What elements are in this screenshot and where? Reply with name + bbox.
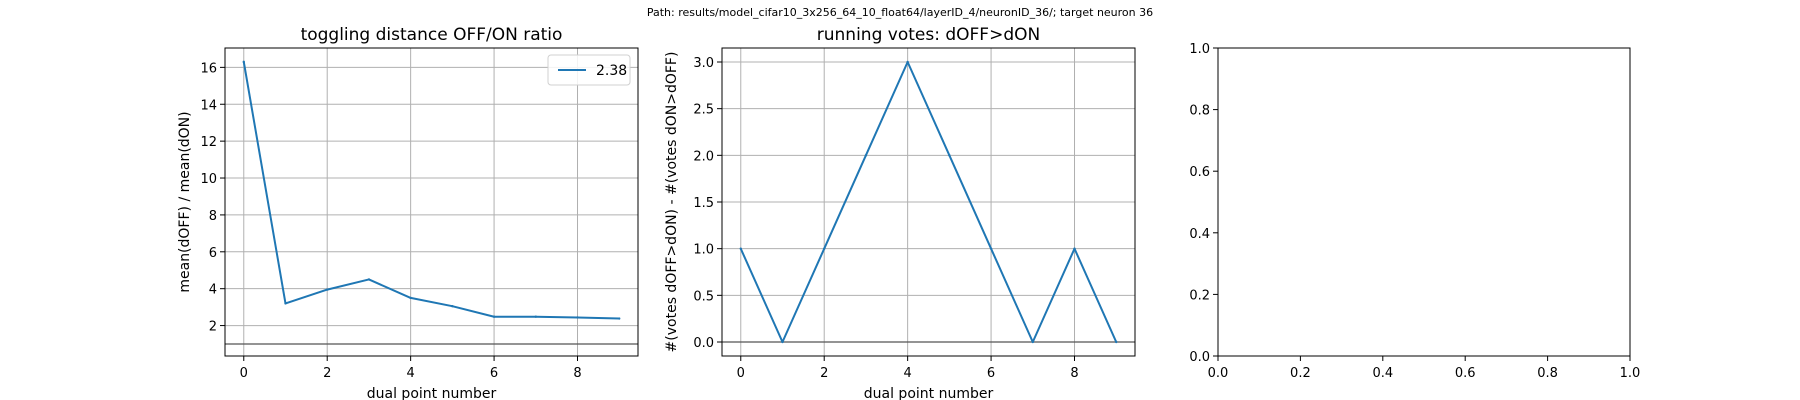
- y-tick-label: 2.0: [693, 149, 714, 164]
- y-tick-label: 1.5: [693, 196, 714, 211]
- y-tick-label: 1.0: [693, 243, 714, 258]
- x-tick-label: 6: [987, 366, 995, 381]
- y-tick-label: 0.5: [693, 289, 714, 304]
- x-tick-label: 0.6: [1455, 366, 1476, 381]
- data-point: [576, 316, 579, 319]
- y-axis-label: #(votes dOFF>dON) - #(votes dON>dOFF): [664, 52, 680, 353]
- x-tick-label: 0.8: [1537, 366, 1558, 381]
- y-tick-label: 12: [200, 135, 217, 150]
- y-tick-label: 0.4: [1189, 227, 1210, 242]
- series-line: [242, 61, 620, 320]
- x-tick-label: 8: [573, 366, 581, 381]
- x-tick-label: 8: [1070, 366, 1078, 381]
- ratio-chart-panel: 0 2 4 6 8 2 4 6 8 10 12 14 16 toggling distance OFF/O…: [177, 25, 639, 400]
- figure-suptitle: Path: results/model_cifar10_3x256_64_10_…: [647, 6, 1153, 19]
- data-point: [739, 247, 742, 250]
- x-tick-label: 0.2: [1290, 366, 1311, 381]
- data-point: [906, 60, 909, 64]
- y-tick-label: 2: [209, 320, 217, 335]
- data-point: [864, 154, 868, 157]
- y-tick-label: 4: [209, 283, 217, 298]
- data-point: [1031, 340, 1034, 344]
- data-point: [409, 296, 412, 300]
- x-tick-label: 4: [407, 366, 415, 381]
- data-point: [1073, 247, 1076, 250]
- data-point: [242, 60, 245, 64]
- y-tick-label: 0.0: [693, 336, 714, 351]
- empty-chart-panel: 0.0 0.2 0.4 0.6 0.8 1.0 0.0 0.2 0.4 0.6 0.8 1.0: [1189, 42, 1640, 381]
- chart-title: toggling distance OFF/ON ratio: [301, 25, 563, 45]
- x-axis-label: dual point number: [367, 386, 497, 400]
- data-point: [618, 317, 621, 320]
- series-line: [739, 61, 1118, 343]
- data-point: [492, 315, 496, 318]
- x-axis-label: dual point number: [864, 386, 994, 400]
- y-tick-label: 0.8: [1189, 104, 1210, 119]
- data-point: [534, 315, 537, 318]
- y-tick-label: 0.6: [1189, 165, 1210, 180]
- data-point: [284, 302, 287, 305]
- legend-entry: 2.38: [596, 63, 627, 79]
- x-tick-label: 6: [490, 366, 498, 381]
- axes-frame: [224, 47, 639, 357]
- data-point: [451, 305, 454, 308]
- y-axis-label: mean(dOFF) / mean(dON): [177, 111, 193, 292]
- legend: 2.38: [547, 54, 631, 86]
- x-tick-label: 1.0: [1620, 366, 1641, 381]
- y-tick-label: 14: [200, 98, 217, 113]
- x-tick-label: 0: [737, 366, 745, 381]
- x-tick-label: 0.4: [1372, 366, 1393, 381]
- data-point: [367, 278, 371, 281]
- data-point: [1115, 340, 1118, 344]
- chart-title: running votes: dOFF>dON: [817, 25, 1040, 45]
- y-tick-label: 1.0: [1189, 42, 1210, 57]
- data-point: [989, 247, 993, 250]
- data-point: [823, 247, 826, 250]
- x-tick-label: 0: [240, 366, 248, 381]
- y-tick-label: 0.0: [1189, 350, 1210, 365]
- votes-chart-panel: 0 2 4 6 8 0.0 0.5 1.0 1.5 2.0 2.5 3.0 running votes:…: [664, 25, 1136, 400]
- y-tick-label: 10: [200, 172, 217, 187]
- x-tick-label: 2: [323, 366, 331, 381]
- y-tick-label: 16: [200, 61, 217, 76]
- data-point: [948, 154, 951, 157]
- y-tick-label: 3.0: [693, 56, 714, 71]
- data-point: [781, 340, 784, 344]
- data-point: [326, 288, 329, 291]
- axes-frame: [1217, 47, 1631, 357]
- x-tick-label: 2: [820, 366, 828, 381]
- x-tick-label: 4: [904, 366, 912, 381]
- legend-box: [547, 54, 631, 86]
- y-tick-label: 6: [209, 246, 217, 261]
- y-tick-label: 8: [209, 209, 217, 224]
- y-tick-label: 0.2: [1189, 288, 1210, 303]
- x-tick-label: 0.0: [1208, 366, 1229, 381]
- y-tick-label: 2.5: [693, 103, 714, 118]
